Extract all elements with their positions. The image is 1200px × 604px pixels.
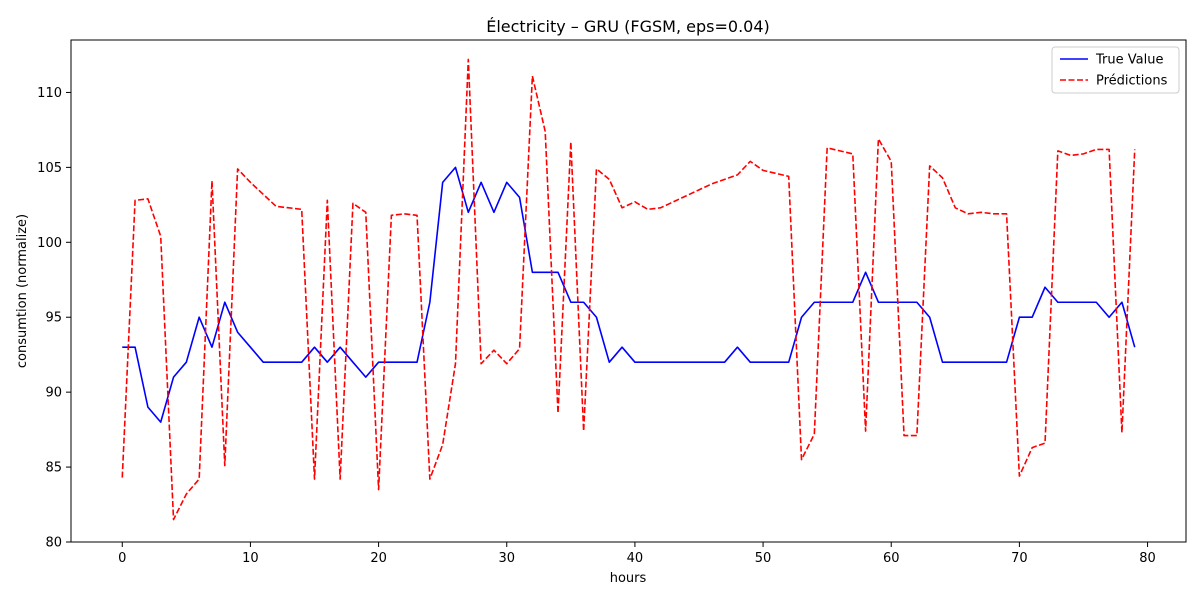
legend: True Value Prédictions (1051, 46, 1180, 94)
x-tick-label: 80 (1139, 551, 1156, 566)
x-tick-label: 10 (242, 551, 259, 566)
y-tick-label: 105 (37, 161, 62, 176)
y-tick-label: 90 (45, 386, 62, 401)
x-tick-label: 50 (755, 551, 772, 566)
x-tick-label: 60 (883, 551, 900, 566)
chart-title: Électricity – GRU (FGSM, eps=0.04) (486, 17, 770, 36)
series-line-1 (121, 58, 1136, 521)
series-layer (121, 58, 1136, 521)
x-axis-label: hours (610, 571, 647, 586)
legend-label-1: Prédictions (1096, 74, 1168, 89)
y-tick-label: 110 (37, 86, 62, 101)
x-tick-label: 70 (1011, 551, 1028, 566)
y-tick-label: 100 (37, 236, 62, 251)
x-tick-label: 40 (627, 551, 644, 566)
x-tick-label: 20 (370, 551, 387, 566)
legend-label-0: True Value (1095, 53, 1163, 68)
y-tick-label: 85 (45, 461, 62, 476)
series-line-0 (122, 166, 1136, 423)
x-tick-label: 30 (498, 551, 515, 566)
axes-layer: 0 10 20 30 40 50 60 70 80 80 85 90 95 100 105 110 (37, 39, 1187, 566)
x-tick-label: 0 (118, 551, 126, 566)
y-tick-label: 95 (45, 311, 62, 326)
y-tick-label: 80 (45, 536, 62, 551)
plot-frame (70, 39, 1187, 543)
y-axis-label: consumtion (normalize) (15, 214, 30, 368)
